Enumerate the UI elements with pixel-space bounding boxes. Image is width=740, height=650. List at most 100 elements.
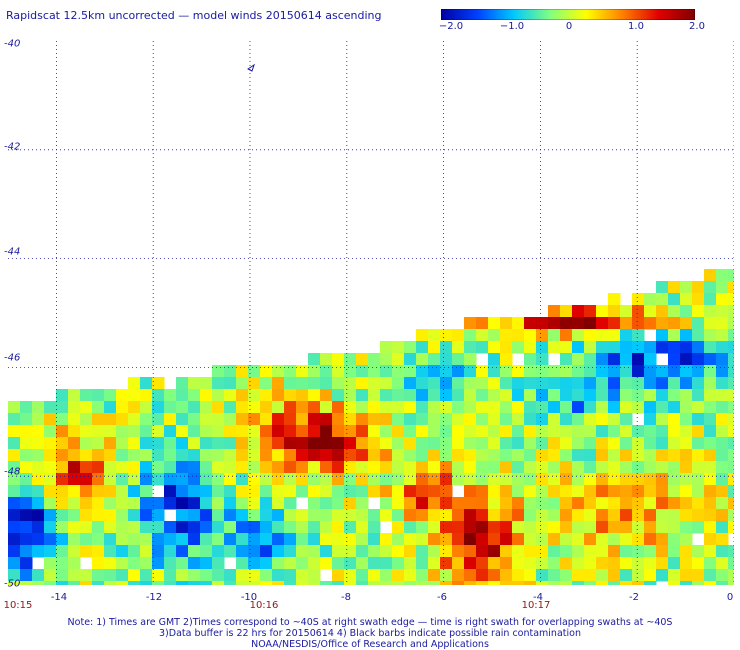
data-cell (440, 569, 453, 582)
data-cell (632, 569, 645, 582)
data-cell (512, 521, 525, 534)
data-cell (452, 413, 465, 426)
data-cell (272, 401, 285, 414)
data-cell (560, 425, 573, 438)
data-cell (716, 545, 729, 558)
data-cell (260, 509, 273, 522)
data-cell (296, 521, 309, 534)
data-cell (440, 473, 453, 486)
data-cell (404, 425, 417, 438)
data-cell (200, 533, 213, 546)
data-cell (488, 569, 501, 582)
data-cell (620, 521, 633, 534)
data-cell (104, 557, 117, 570)
data-cell (596, 509, 609, 522)
lat-label: -48 (4, 466, 21, 478)
wind-difference-map[interactable] (8, 41, 734, 585)
data-cell (380, 497, 393, 510)
data-cell (716, 461, 729, 474)
data-cell (620, 461, 633, 474)
data-cell (500, 449, 513, 462)
data-cell (332, 377, 345, 390)
data-cell (44, 425, 57, 438)
data-cell (272, 437, 285, 450)
data-cell (680, 413, 693, 426)
data-cell (392, 497, 405, 510)
data-cell (584, 329, 597, 342)
data-cell (716, 269, 729, 282)
data-cell (272, 497, 285, 510)
data-cell (236, 557, 249, 570)
data-cell (560, 461, 573, 474)
data-cell (68, 569, 81, 582)
lon-label: 0 (726, 592, 734, 603)
data-cell (704, 449, 717, 462)
data-cell (392, 569, 405, 582)
data-cell (488, 353, 501, 366)
data-cell (308, 461, 321, 474)
data-cell (536, 461, 549, 474)
data-cell (8, 473, 21, 486)
data-cell (452, 401, 465, 414)
data-cell (68, 497, 81, 510)
data-cell (632, 461, 645, 474)
data-cell (332, 353, 345, 366)
data-cell (308, 533, 321, 546)
data-cell (572, 365, 585, 378)
data-cell (464, 557, 477, 570)
data-cell (104, 461, 117, 474)
data-cell (272, 521, 285, 534)
data-cell (116, 509, 129, 522)
data-cell (464, 581, 477, 585)
data-cell (524, 401, 537, 414)
data-cell (452, 461, 465, 474)
data-cell (224, 401, 237, 414)
data-cell (536, 317, 549, 330)
data-cell (524, 437, 537, 450)
data-cell (524, 497, 537, 510)
data-cell (188, 521, 201, 534)
data-cell (356, 353, 369, 366)
data-cell (308, 389, 321, 402)
data-cell (476, 341, 489, 354)
data-cell (320, 413, 333, 426)
lat-label: -44 (4, 246, 21, 258)
data-cell (260, 449, 273, 462)
data-cell (140, 521, 153, 534)
data-cell (188, 473, 201, 486)
data-cell (176, 449, 189, 462)
data-cell (32, 581, 45, 585)
data-cell (596, 497, 609, 510)
data-cell (308, 365, 321, 378)
data-cell (104, 521, 117, 534)
data-cell (476, 449, 489, 462)
data-cell (524, 485, 537, 498)
data-cell (356, 401, 369, 414)
lat-label: -50 (4, 578, 21, 590)
data-cell (428, 509, 441, 522)
data-cell (140, 449, 153, 462)
data-cell (284, 425, 297, 438)
data-cell (560, 365, 573, 378)
data-cell (296, 557, 309, 570)
data-cell (236, 413, 249, 426)
data-cell (440, 557, 453, 570)
data-cell (356, 413, 369, 426)
data-cell (548, 509, 561, 522)
data-cell (404, 401, 417, 414)
data-cell (704, 389, 717, 402)
data-cell (416, 365, 429, 378)
data-cell (536, 497, 549, 510)
data-cell (152, 401, 165, 414)
data-cell (416, 461, 429, 474)
data-cell (476, 569, 489, 582)
data-cell (440, 497, 453, 510)
data-cell (344, 401, 357, 414)
data-cell (668, 317, 681, 330)
data-cell (632, 557, 645, 570)
data-cell (656, 533, 669, 546)
data-cell (392, 377, 405, 390)
data-cell (704, 569, 717, 582)
lon-label: -14 (50, 592, 68, 603)
data-cell (356, 461, 369, 474)
